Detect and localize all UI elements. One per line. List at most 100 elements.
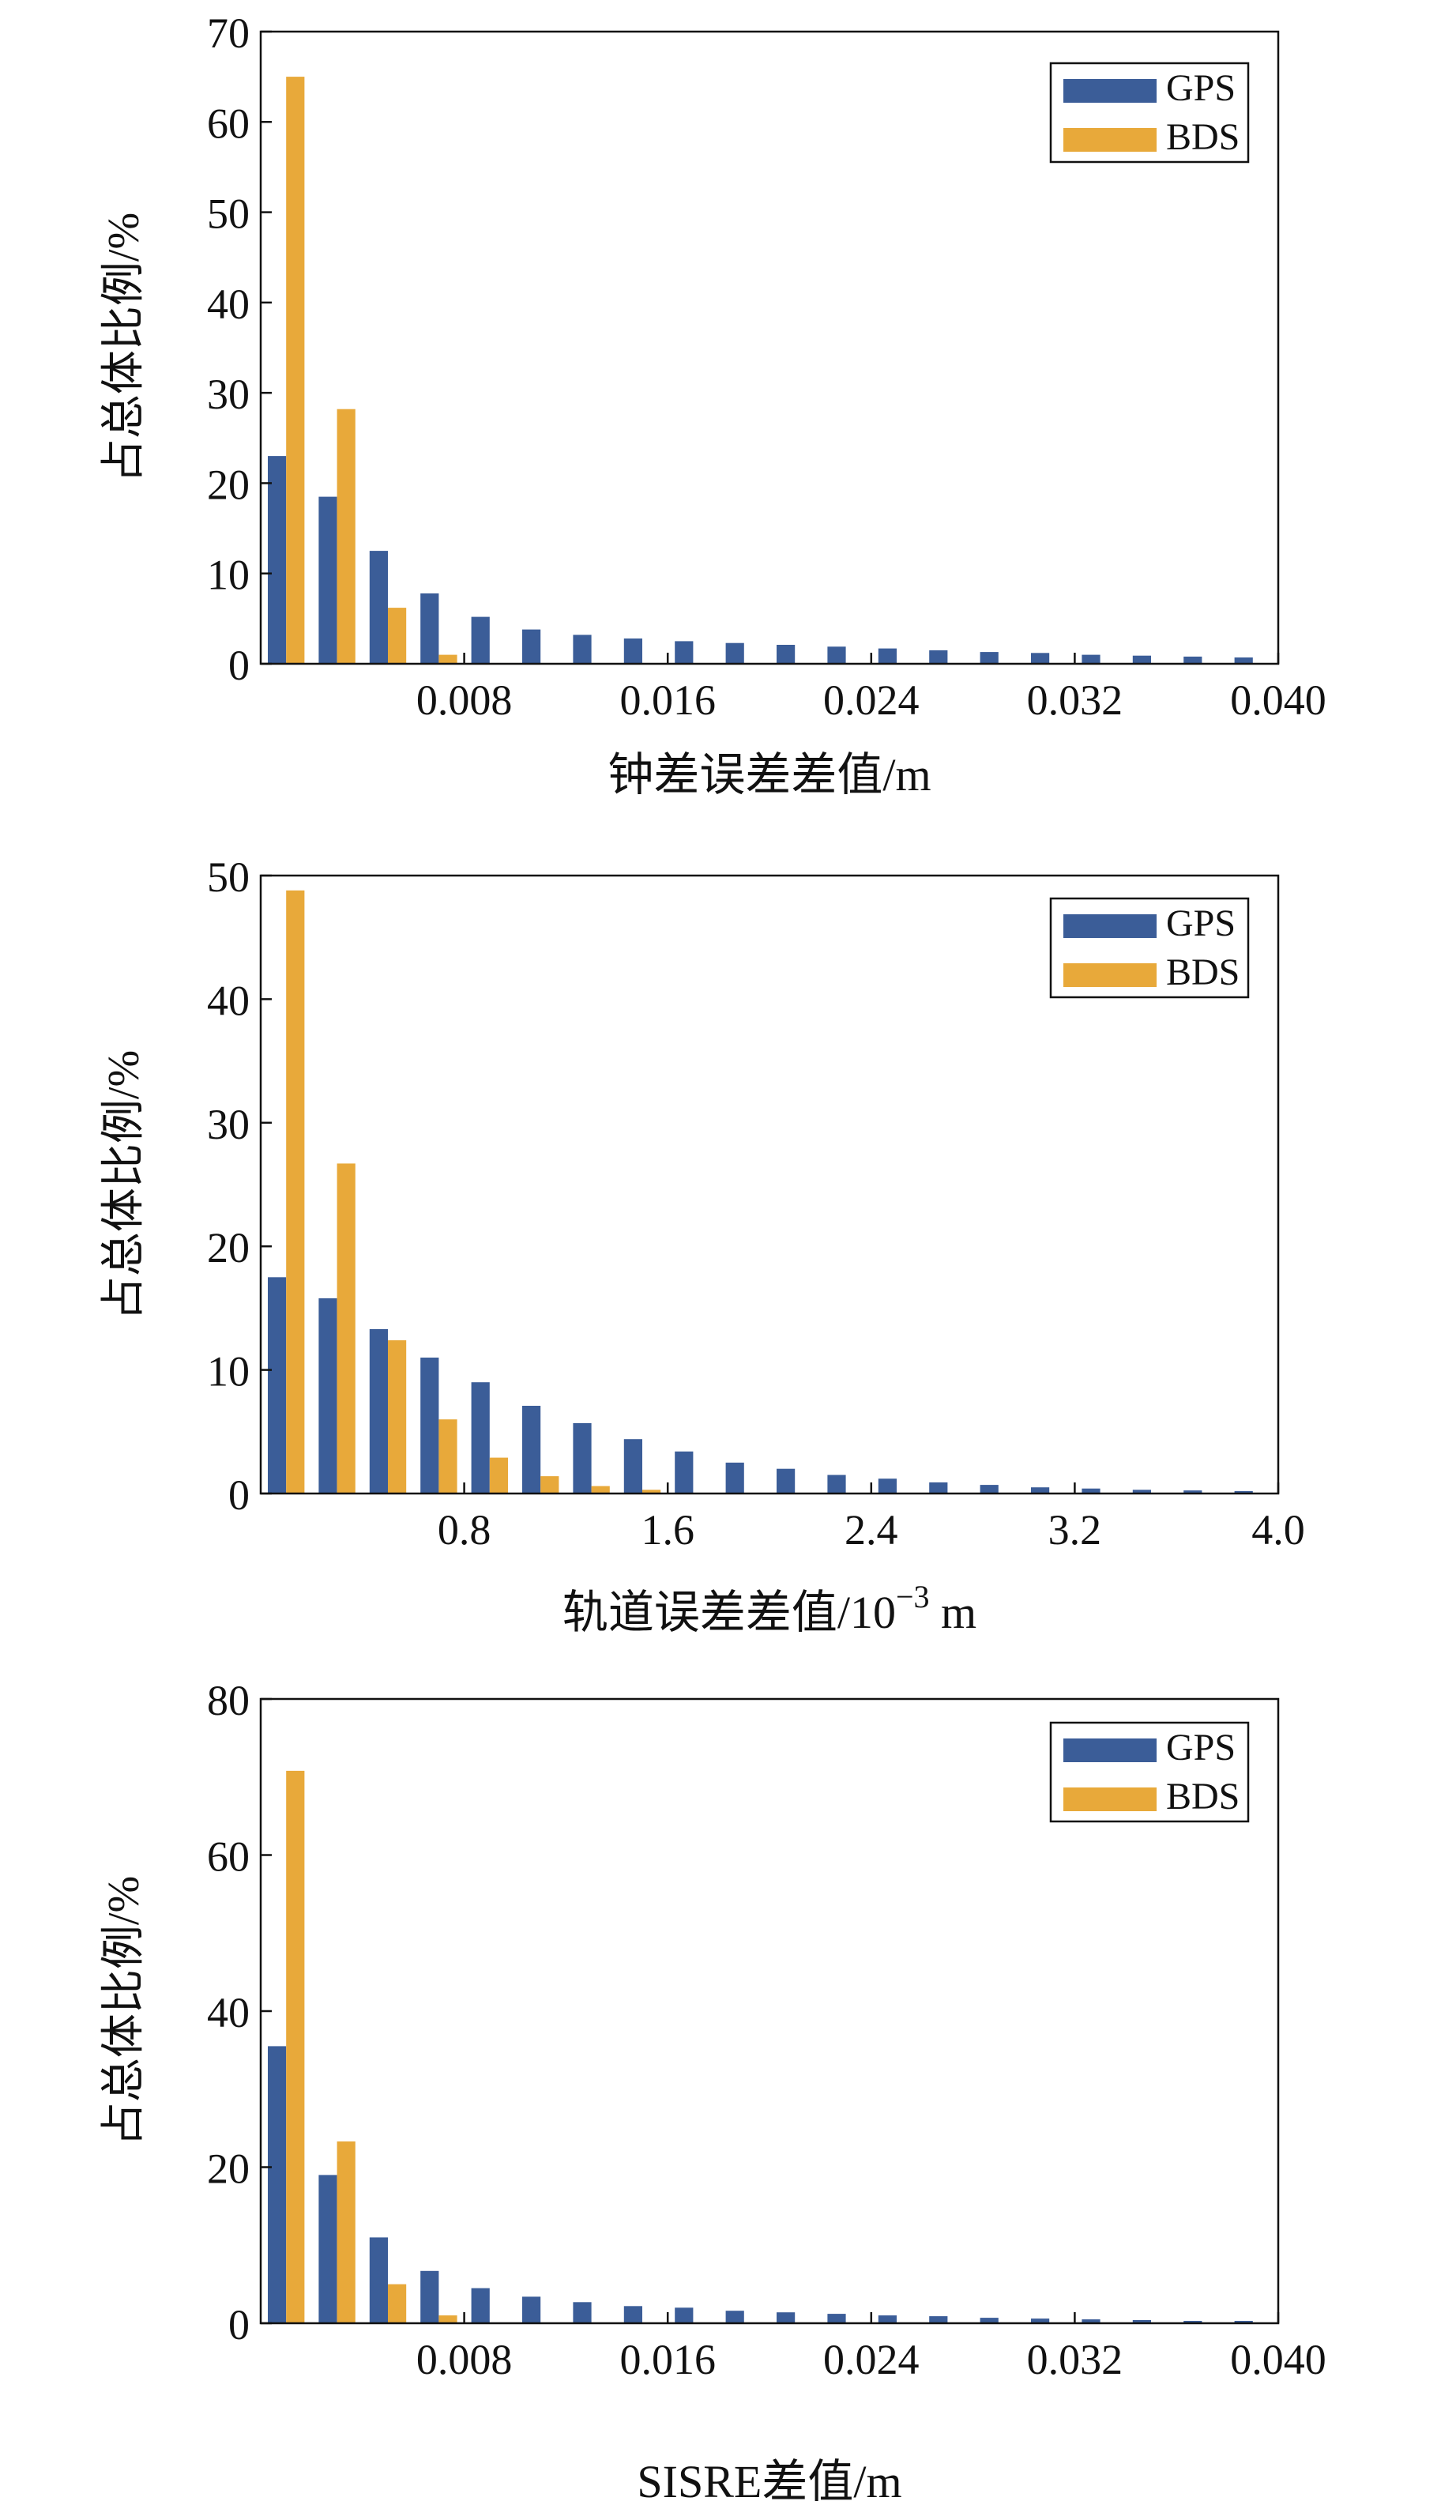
gps-bar	[878, 1478, 897, 1494]
x-axis-title: 轨道误差差值/10−3 m	[562, 1579, 976, 1638]
gps-bar	[929, 2316, 948, 2323]
y-tick-label: 10	[207, 552, 250, 599]
gps-bar	[929, 650, 948, 664]
gps-bar	[777, 645, 796, 664]
y-axis-title: 占总体比例/%	[100, 213, 149, 483]
gps-legend-label: GPS	[1166, 67, 1236, 109]
gps-bar	[471, 1382, 490, 1494]
bds-legend-label: BDS	[1166, 951, 1240, 993]
gps-bar	[268, 1277, 287, 1494]
gps-legend-label: GPS	[1166, 902, 1236, 944]
y-tick-label: 30	[207, 1101, 250, 1148]
gps-bar	[827, 2314, 846, 2323]
x-tick-label: 0.016	[619, 676, 716, 724]
x-tick-label: 0.008	[416, 2336, 513, 2383]
gps-bar	[1031, 653, 1050, 664]
y-tick-label: 0	[228, 2301, 250, 2349]
gps-bar	[777, 2312, 796, 2323]
gps-bar	[1183, 1490, 1202, 1494]
x-tick-label: 0.8	[438, 1506, 491, 1554]
plot-frame	[259, 30, 1280, 665]
gps-bar	[675, 2307, 694, 2324]
gps-bar	[573, 635, 592, 664]
plot-frame	[259, 874, 1280, 1495]
gps-bar	[471, 2288, 490, 2323]
clock-error-chart: 0 10 20 30 40 50 60 70 0.008 0.016 0.024 0.032 0.040…	[0, 0, 1456, 830]
gps-legend-label: GPS	[1166, 1727, 1236, 1769]
y-tick-label: 0	[228, 642, 250, 689]
gps-bar	[522, 2296, 541, 2323]
y-tick-label: 80	[207, 1677, 250, 1724]
gps-bar	[1234, 1490, 1253, 1494]
gps-bar	[623, 1439, 642, 1494]
gps-bar	[1183, 656, 1202, 664]
gps-bar	[573, 2302, 592, 2323]
x-tick-label: 0.032	[1027, 676, 1123, 724]
gps-legend-swatch	[1063, 1738, 1157, 1762]
bds-legend-swatch	[1063, 963, 1157, 987]
gps-bar	[318, 496, 337, 664]
clock-error-chart-svg: 0 10 20 30 40 50 60 70 0.008 0.016 0.024 0.032 0.040…	[100, 9, 1326, 800]
gps-bar	[623, 638, 642, 664]
x-axis: 0.008 0.016 0.024 0.032 0.040	[416, 653, 1326, 724]
x-tick-label: 0.040	[1230, 676, 1326, 724]
y-tick-label: 50	[207, 853, 250, 901]
gps-bar	[675, 641, 694, 664]
gps-bar	[1132, 1490, 1151, 1494]
y-tick-label: 70	[207, 9, 250, 57]
bars-group	[268, 890, 1253, 1494]
x-tick-label: 0.016	[619, 2336, 716, 2383]
gps-bar	[827, 1475, 846, 1494]
y-axis: 0 10 20 30 40 50	[207, 853, 272, 1519]
gps-bar	[318, 2175, 337, 2323]
gps-bar	[675, 1451, 694, 1494]
gps-legend-swatch	[1063, 914, 1157, 938]
sisre-chart: 0 20 40 60 80 0.008 0.016 0.024 0.032 0.040 SISRE差…	[0, 1659, 1456, 2520]
x-axis-title: SISRE差值/m	[637, 2456, 901, 2507]
gps-bar	[369, 1329, 388, 1494]
x-tick-label: 0.008	[416, 676, 513, 724]
bds-bar	[489, 1457, 508, 1494]
gps-bar	[573, 1422, 592, 1494]
gps-bar	[878, 2315, 897, 2323]
bds-legend-label: BDS	[1166, 116, 1240, 158]
x-axis: 0.008 0.016 0.024 0.032 0.040	[416, 2312, 1326, 2383]
x-tick-label: 0.024	[823, 2336, 920, 2383]
gps-bar	[980, 652, 999, 664]
bds-legend-swatch	[1063, 128, 1157, 152]
y-tick-label: 10	[207, 1348, 250, 1396]
y-tick-label: 40	[207, 281, 250, 328]
y-tick-label: 20	[207, 461, 250, 508]
y-tick-label: 20	[207, 1224, 250, 1271]
bars-group	[268, 77, 1253, 665]
y-tick-label: 30	[207, 371, 250, 418]
bds-bar	[388, 608, 407, 664]
bds-bar	[438, 1419, 457, 1494]
gps-bar	[1031, 2318, 1050, 2323]
bds-bar	[388, 2284, 407, 2323]
legend: GPS BDS	[1049, 1721, 1250, 1823]
x-tick-label: 3.2	[1048, 1506, 1102, 1554]
gps-bar	[1132, 655, 1151, 664]
x-axis: 0.8 1.6 2.4 3.2 4.0	[438, 1482, 1305, 1554]
bds-bar	[642, 1490, 661, 1494]
y-tick-label: 40	[207, 977, 250, 1024]
gps-bar	[980, 1485, 999, 1494]
y-tick-label: 60	[207, 100, 250, 147]
gps-bar	[522, 629, 541, 664]
x-axis-title: 钟差误差差值/m	[608, 749, 931, 800]
gps-bar	[268, 2046, 287, 2323]
gps-bar	[929, 1482, 948, 1494]
gps-bar	[1082, 1488, 1100, 1494]
bds-bar	[337, 1163, 356, 1494]
gps-bar	[827, 646, 846, 664]
gps-bar	[777, 1468, 796, 1494]
gps-bar	[1082, 654, 1100, 664]
x-tick-label: 2.4	[845, 1506, 898, 1554]
bds-bar	[337, 409, 356, 664]
bds-bar	[286, 890, 305, 1494]
gps-bar	[1234, 2321, 1253, 2323]
bds-bar	[438, 654, 457, 664]
y-axis-title: 占总体比例/%	[100, 1876, 149, 2146]
x-tick-label: 0.040	[1230, 2336, 1326, 2383]
